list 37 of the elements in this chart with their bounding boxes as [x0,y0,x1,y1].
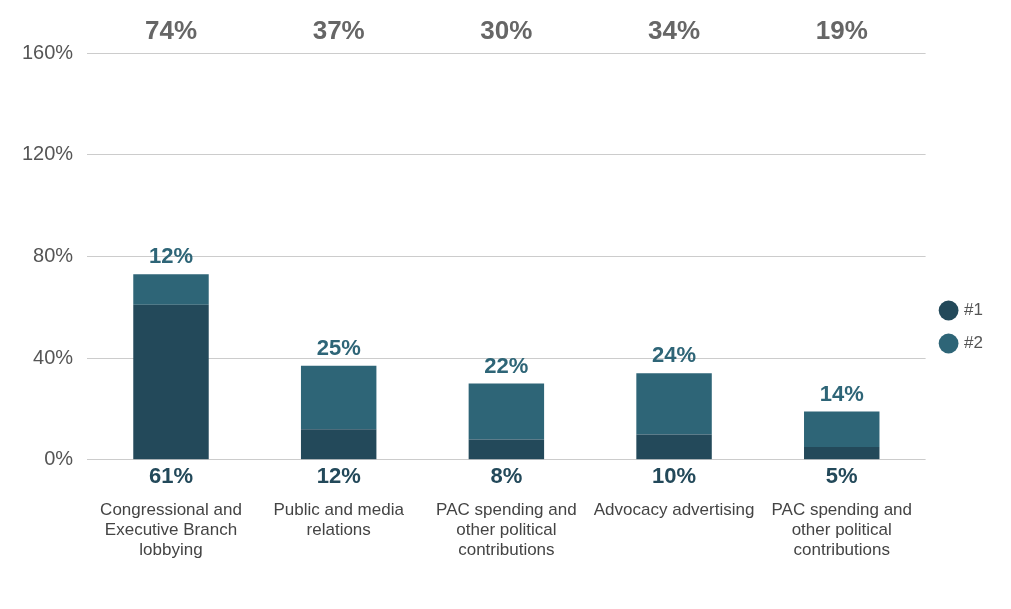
data-label: 10% [652,462,697,488]
data-label: 12% [148,243,194,269]
bar [133,304,209,460]
x-tick-label: Public and media relations [273,499,405,540]
y-tick-label: 40% [33,345,74,368]
legend-label: #1 [964,300,984,320]
y-tick-label: 80% [33,243,74,266]
y-tick-label: 160% [22,40,74,63]
x-tick-label: PAC spending and other political contributions [436,499,577,560]
bar [468,439,545,460]
data-label: 8% [490,462,523,488]
data-label: 12% [316,462,361,488]
text: 34% [648,15,701,46]
data-label: 61% [148,462,194,488]
text: 19% [815,15,868,46]
text: 30% [480,15,533,46]
bar [804,411,880,448]
x-tick-label: Advocacy advertising [593,499,755,519]
data-label: 5% [825,462,858,488]
bar [468,383,545,440]
bar [636,434,712,460]
x-tick-label: Congressional and Executive Branch lobbying [100,499,242,560]
bar [804,447,880,460]
bar [300,429,377,460]
data-label: 22% [484,352,529,378]
data-label: 25% [316,334,361,360]
bar [133,274,209,305]
y-tick-label: 0% [44,447,74,470]
data-label: 14% [819,380,864,406]
bar [636,373,712,435]
x-tick-label: PAC spending and other political contributions [771,499,912,560]
text: 37% [312,15,365,46]
legend-label: #2 [964,333,984,353]
data-label: 24% [652,342,697,368]
y-tick-label: 120% [22,142,74,165]
bar [300,365,377,430]
text: 74% [144,15,198,46]
